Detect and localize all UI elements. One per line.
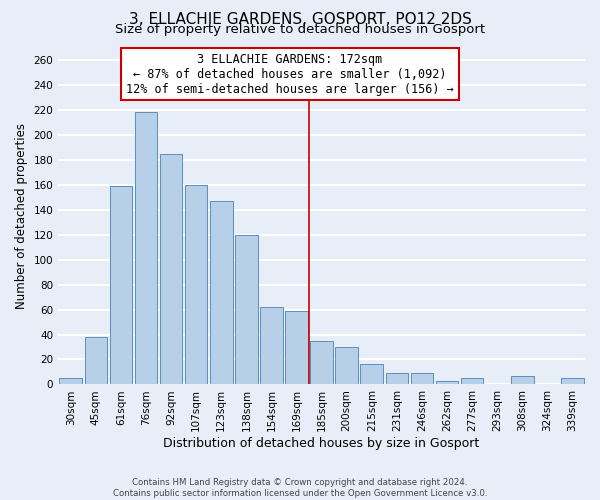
Bar xyxy=(461,378,484,384)
X-axis label: Distribution of detached houses by size in Gosport: Distribution of detached houses by size … xyxy=(163,437,480,450)
Bar xyxy=(436,380,458,384)
Bar xyxy=(110,186,132,384)
Bar xyxy=(235,234,257,384)
Bar xyxy=(561,378,584,384)
Bar xyxy=(410,373,433,384)
Bar xyxy=(160,154,182,384)
Bar xyxy=(310,341,333,384)
Bar xyxy=(59,378,82,384)
Bar xyxy=(335,347,358,385)
Bar xyxy=(260,307,283,384)
Bar xyxy=(185,185,208,384)
Bar xyxy=(210,201,233,384)
Bar xyxy=(285,311,308,384)
Text: Size of property relative to detached houses in Gosport: Size of property relative to detached ho… xyxy=(115,22,485,36)
Text: 3, ELLACHIE GARDENS, GOSPORT, PO12 2DS: 3, ELLACHIE GARDENS, GOSPORT, PO12 2DS xyxy=(128,12,472,28)
Bar xyxy=(386,373,408,384)
Y-axis label: Number of detached properties: Number of detached properties xyxy=(15,123,28,309)
Bar xyxy=(361,364,383,384)
Bar xyxy=(134,112,157,384)
Bar xyxy=(511,376,533,384)
Text: 3 ELLACHIE GARDENS: 172sqm
← 87% of detached houses are smaller (1,092)
12% of s: 3 ELLACHIE GARDENS: 172sqm ← 87% of deta… xyxy=(126,52,454,96)
Bar xyxy=(85,337,107,384)
Text: Contains HM Land Registry data © Crown copyright and database right 2024.
Contai: Contains HM Land Registry data © Crown c… xyxy=(113,478,487,498)
